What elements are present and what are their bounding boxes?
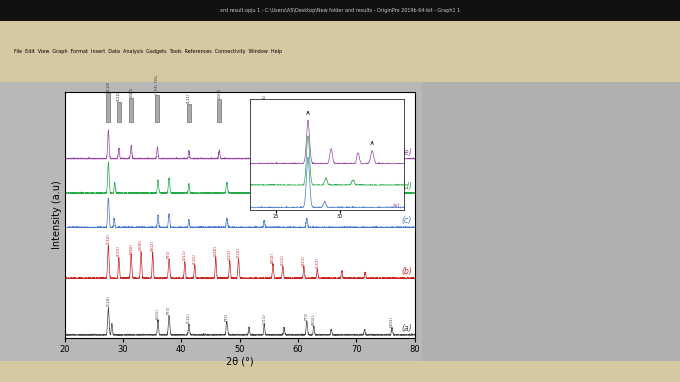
Text: (121): (121): [117, 246, 121, 256]
Bar: [117, 102, 121, 121]
Text: (211): (211): [262, 313, 266, 324]
Text: (101): (101): [156, 308, 160, 319]
Text: (200): (200): [139, 239, 143, 250]
Text: (131): (131): [192, 253, 197, 264]
Text: FTO: FTO: [167, 306, 171, 314]
Text: (002): (002): [271, 251, 275, 263]
Text: (133): (133): [316, 257, 320, 268]
Text: (240): (240): [214, 245, 218, 256]
Text: (c): (c): [402, 216, 412, 225]
Text: (110): (110): [106, 296, 110, 306]
Text: (002): (002): [312, 314, 316, 325]
Text: (121): (121): [117, 91, 121, 101]
Text: FTO: FTO: [225, 313, 229, 321]
Text: (110): (110): [106, 233, 110, 244]
Text: (040): (040): [129, 243, 133, 254]
Text: (a): (a): [401, 324, 412, 333]
Bar: [129, 98, 133, 121]
Bar: [217, 99, 221, 121]
Text: (200): (200): [218, 88, 221, 99]
Y-axis label: Intensity (a.u): Intensity (a.u): [52, 181, 62, 249]
Text: (d): (d): [401, 182, 412, 191]
Text: FTO: FTO: [305, 312, 309, 320]
Text: (222): (222): [237, 247, 241, 258]
Text: (111): (111): [187, 312, 191, 323]
Text: (b): (b): [401, 267, 412, 276]
Text: (002): (002): [151, 240, 155, 251]
Text: (321): (321): [302, 255, 306, 265]
Text: (040): (040): [129, 86, 133, 97]
Text: (321): (321): [228, 249, 232, 260]
Bar: [106, 92, 110, 121]
Text: (151): (151): [281, 254, 285, 265]
Text: (211): (211): [262, 94, 266, 104]
Text: (110): (110): [106, 81, 110, 91]
Text: (211): (211): [183, 249, 187, 261]
Text: xrd result.opju 1 - C:\Users\AS\Desktop\New folder and results - OriginPro 2019b: xrd result.opju 1 - C:\Users\AS\Desktop\…: [220, 8, 460, 13]
Text: (111): (111): [187, 92, 191, 103]
X-axis label: 2θ (°): 2θ (°): [226, 357, 254, 367]
Text: (301): (301): [390, 316, 394, 327]
Text: (e): (e): [401, 147, 412, 157]
Bar: [155, 95, 159, 121]
Text: FTO: FTO: [167, 250, 171, 258]
Text: File  Edit  View  Graph  Format  Insert  Data  Analysis  Gadgets  Tools  Referen: File Edit View Graph Format Insert Data …: [14, 49, 282, 55]
Bar: [187, 104, 191, 121]
Text: (101) TiO₂: (101) TiO₂: [156, 74, 159, 94]
Bar: [262, 105, 267, 121]
